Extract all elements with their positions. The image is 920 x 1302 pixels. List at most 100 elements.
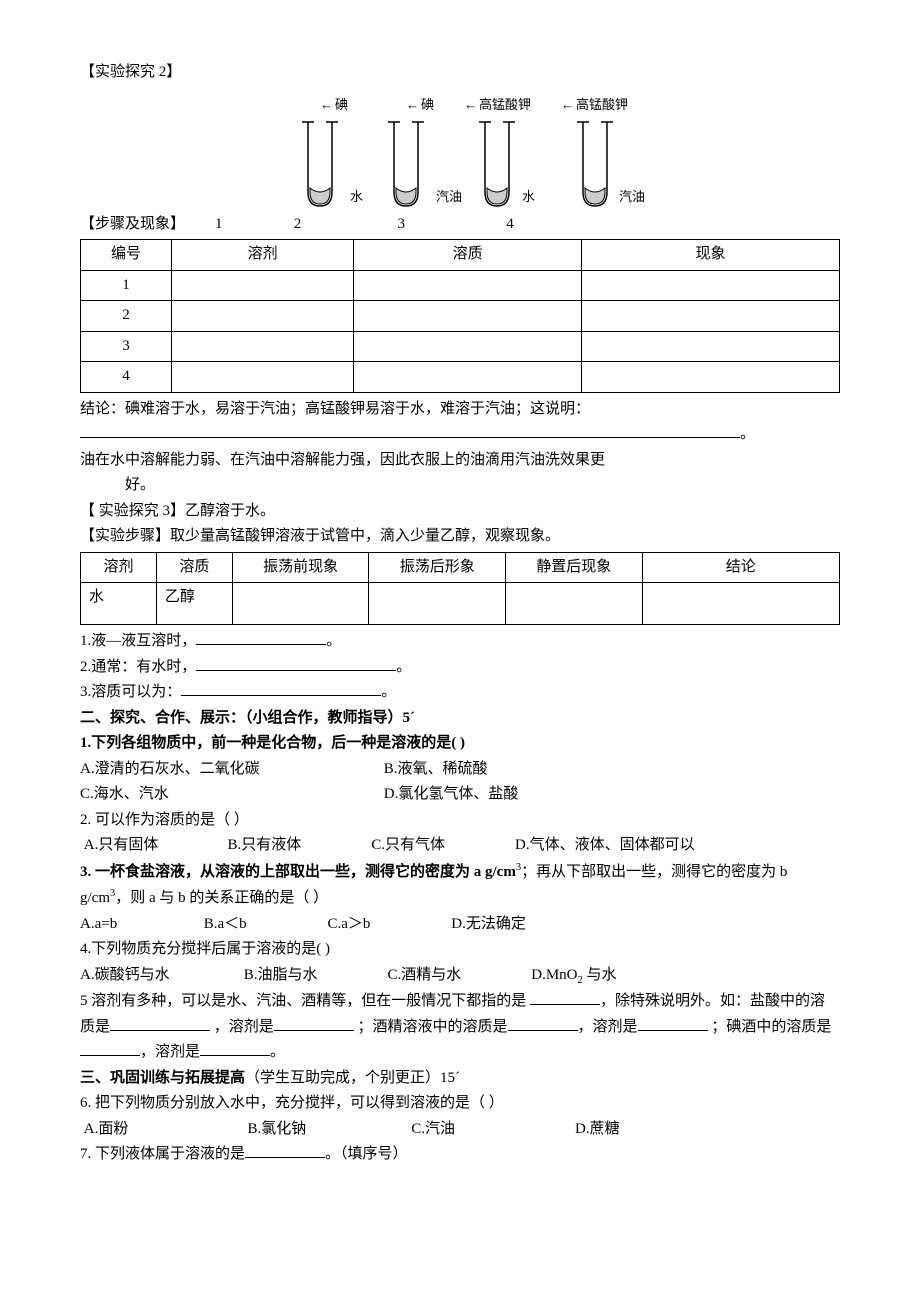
opt-d[interactable]: D.氯化氢气体、盐酸 <box>384 786 519 802</box>
opt-c[interactable]: C.汽油 <box>411 1117 571 1143</box>
td <box>581 270 839 301</box>
txt: 。 <box>396 659 411 675</box>
q4-stem: 4.下列物质充分搅拌后属于溶液的是( ) <box>80 937 840 963</box>
fill-blank-line: 。 <box>80 422 840 448</box>
txt: 。 <box>381 684 396 700</box>
td <box>581 362 839 393</box>
test-tube-icon <box>469 118 525 210</box>
opt-b[interactable]: B.a＜b <box>204 912 324 938</box>
txt: 。 <box>270 1044 285 1060</box>
q4-opts: A.碳酸钙与水 B.油脂与水 C.酒精与水 D.MnO2 与水 <box>80 963 840 990</box>
test-tube-icon <box>567 118 623 210</box>
blank[interactable] <box>196 655 396 671</box>
steps-prefix: 【步骤及现象】 <box>80 216 185 232</box>
q2-opts: A.只有固体 B.只有液体 C.只有气体 D.气体、液体、固体都可以 <box>80 833 840 859</box>
tube-4: 高锰酸钾 汽油 <box>561 94 628 210</box>
section-3-heading: 三、巩固训练与拓展提高（学生互助完成，个别更正）15´ <box>80 1066 840 1092</box>
txt: ，溶剂是 <box>140 1044 200 1060</box>
blank[interactable] <box>80 422 740 438</box>
opt-a[interactable]: A.面粉 <box>84 1117 244 1143</box>
steps-line: 【步骤及现象】 1 2 3 4 <box>80 212 840 238</box>
tube-1-bottom-label: 水 <box>350 186 363 208</box>
blank[interactable] <box>274 1015 354 1031</box>
td <box>172 362 354 393</box>
opt-d[interactable]: D.蔗糖 <box>575 1121 620 1137</box>
tube-1: 碘 水 <box>292 94 348 210</box>
td: 1 <box>81 270 172 301</box>
txt: 5 溶剂有多种，可以是水、汽油、酒精等，但在一般情况下都指的是 <box>80 993 530 1009</box>
step-num: 4 <box>460 212 560 238</box>
opt-c[interactable]: C.a＞b <box>328 912 448 938</box>
conclusion-2b: 好。 <box>80 473 840 499</box>
td: 3 <box>81 331 172 362</box>
td: 乙醇 <box>156 583 232 625</box>
th: 溶质 <box>156 552 232 583</box>
opt-b[interactable]: B.只有液体 <box>228 833 368 859</box>
blank[interactable] <box>245 1142 325 1158</box>
exp2-title: 【实验探究 2】 <box>80 60 840 86</box>
th: 溶质 <box>354 240 582 271</box>
txt: 。（填序号） <box>325 1146 408 1162</box>
opt-a[interactable]: A.澄清的石灰水、二氧化碳 <box>80 757 380 783</box>
table-row: 溶剂 溶质 振荡前现象 振荡后形象 静置后现象 结论 <box>81 552 840 583</box>
opt-b[interactable]: B.液氧、稀硫酸 <box>384 761 488 777</box>
tube-1-top-label: 碘 <box>320 94 348 116</box>
tube-4-bottom-label: 汽油 <box>619 186 645 208</box>
tube-3-top-label: 高锰酸钾 <box>464 94 531 116</box>
q3-stem: 3. 一杯食盐溶液，从溶液的上部取出一些，测得它的密度为 a g/cm3；再从下… <box>80 859 840 912</box>
period: 。 <box>740 426 755 442</box>
blank[interactable] <box>638 1015 708 1031</box>
th: 编号 <box>81 240 172 271</box>
th: 振荡前现象 <box>232 552 369 583</box>
conclusion-1: 结论：碘难溶于水，易溶于汽油；高锰酸钾易溶于水，难溶于汽油；这说明： <box>80 397 840 423</box>
td <box>354 362 582 393</box>
table-1: 编号 溶剂 溶质 现象 1 2 3 4 <box>80 239 840 393</box>
q1-opts2: C.海水、汽水 D.氯化氢气体、盐酸 <box>80 782 840 808</box>
th: 溶剂 <box>81 552 157 583</box>
txt: 3. 一杯食盐溶液，从溶液的上部取出一些，测得它的密度为 a g/cm <box>80 864 516 880</box>
blank[interactable] <box>110 1015 210 1031</box>
q5: 5 溶剂有多种，可以是水、汽油、酒精等，但在一般情况下都指的是 ，除特殊说明外。… <box>80 989 840 1066</box>
opt-a[interactable]: A.碳酸钙与水 <box>80 963 240 989</box>
test-tube-icon <box>292 118 348 210</box>
exp3-step: 【实验步骤】取少量高锰酸钾溶液于试管中，滴入少量乙醇，观察现象。 <box>80 524 840 550</box>
tube-4-top-label: 高锰酸钾 <box>561 94 628 116</box>
blank[interactable] <box>508 1015 578 1031</box>
table-row: 水 乙醇 <box>81 583 840 625</box>
blank[interactable] <box>530 989 600 1005</box>
opt-c[interactable]: C.海水、汽水 <box>80 782 380 808</box>
fill-2: 2.通常：有水时， 。 <box>80 655 840 681</box>
blank[interactable] <box>196 629 326 645</box>
txt: 1.下列各组物质中，前一种是化合物，后一种是溶液的是( ) <box>80 735 465 751</box>
opt-d[interactable]: D.MnO2 与水 <box>531 967 616 983</box>
step-num: 1 <box>189 212 249 238</box>
opt-c[interactable]: C.酒精与水 <box>388 963 528 989</box>
opt-b[interactable]: B.油脂与水 <box>244 963 384 989</box>
opt-b[interactable]: B.氯化钠 <box>248 1117 408 1143</box>
blank[interactable] <box>200 1040 270 1056</box>
opt-d[interactable]: D.无法确定 <box>451 916 526 932</box>
td <box>581 331 839 362</box>
fill-1: 1.液—液互溶时，。 <box>80 629 840 655</box>
txt: 1.液—液互溶时， <box>80 633 196 649</box>
table-row: 2 <box>81 301 840 332</box>
tube-2-top-label: 碘 <box>406 94 434 116</box>
txt: ，溶剂是 <box>210 1019 274 1035</box>
step-num: 2 <box>253 212 343 238</box>
blank[interactable] <box>181 680 381 696</box>
td: 4 <box>81 362 172 393</box>
txt: ；酒精溶液中的溶质是 <box>354 1019 508 1035</box>
blank[interactable] <box>80 1040 140 1056</box>
opt-a[interactable]: A.只有固体 <box>84 833 224 859</box>
opt-c[interactable]: C.只有气体 <box>371 833 511 859</box>
opt-d[interactable]: D.气体、液体、固体都可以 <box>515 837 695 853</box>
txt: ，则 a 与 b 的关系正确的是（ ） <box>115 890 328 906</box>
txt: 2.通常：有水时， <box>80 659 196 675</box>
q1-stem: 1.下列各组物质中，前一种是化合物，后一种是溶液的是( ) <box>80 731 840 757</box>
table-row: 3 <box>81 331 840 362</box>
test-tube-icon <box>378 118 434 210</box>
exp3-title: 【 实验探究 3】乙醇溶于水。 <box>80 499 840 525</box>
opt-a[interactable]: A.a=b <box>80 912 200 938</box>
table-row: 4 <box>81 362 840 393</box>
th: 振荡后形象 <box>369 552 506 583</box>
